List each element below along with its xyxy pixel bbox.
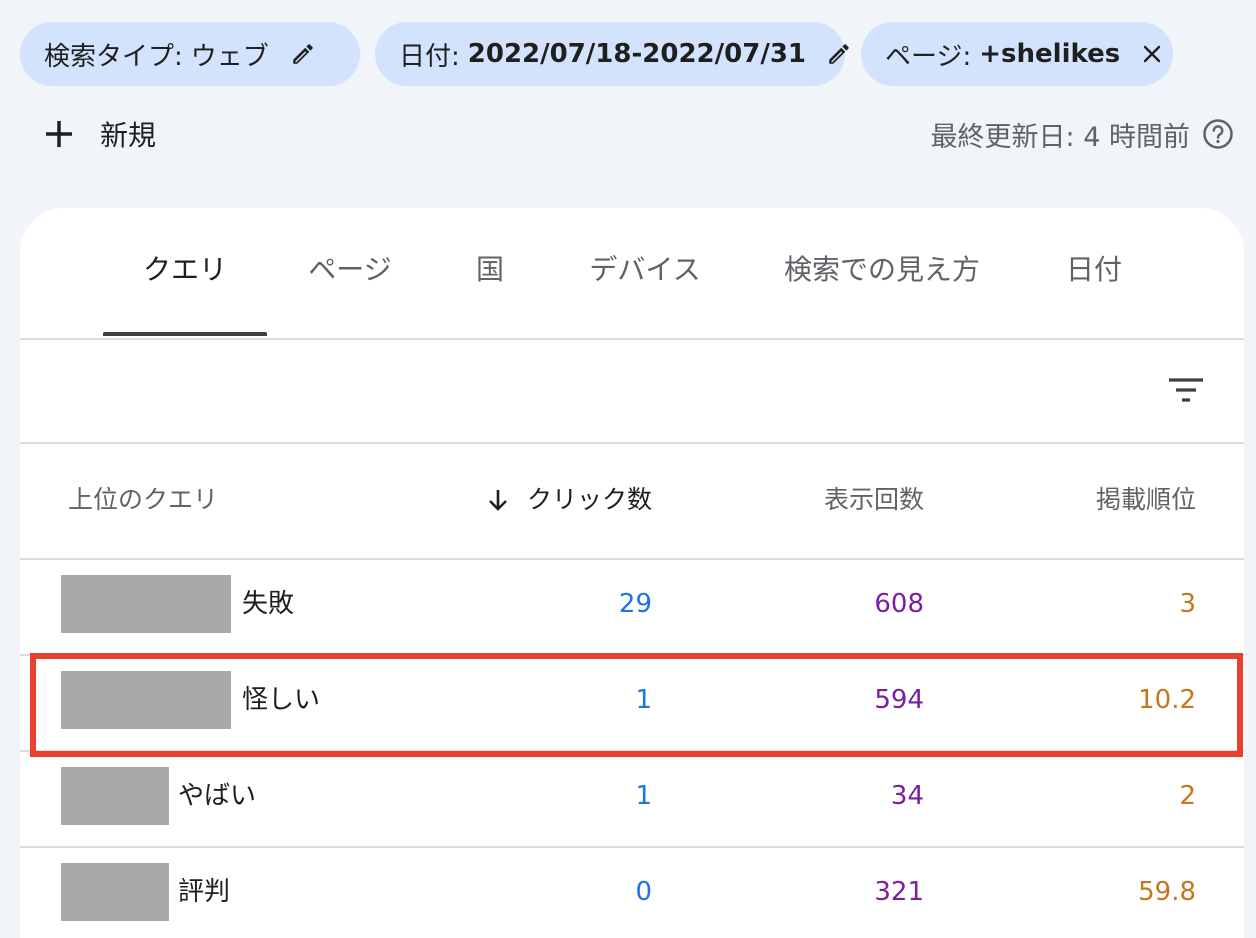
filter-icon[interactable]: [1166, 370, 1206, 410]
query-text: やばい: [178, 781, 257, 811]
impressions-value: 321: [874, 877, 924, 907]
table-row[interactable]: やばい 1 34 2: [20, 752, 1244, 848]
tab-device[interactable]: デバイス: [589, 253, 701, 286]
filter-value: +shelikes: [979, 39, 1121, 69]
column-header-clicks-label: クリック数: [526, 485, 652, 514]
column-header-impressions[interactable]: 表示回数: [823, 485, 924, 514]
close-icon[interactable]: [1140, 40, 1164, 68]
position-value: 3: [1179, 589, 1196, 619]
tab-search-appearance[interactable]: 検索での見え方: [783, 253, 980, 286]
filter-chip-search-type[interactable]: 検索タイプ: ウェブ: [20, 22, 360, 86]
filter-key: ページ:: [885, 41, 972, 72]
tab-date[interactable]: 日付: [1065, 253, 1122, 286]
query-text: 評判: [178, 877, 231, 907]
table-row[interactable]: 評判 0 321 59.8: [20, 848, 1244, 938]
help-icon[interactable]: [1202, 118, 1234, 150]
filter-chip-date[interactable]: 日付: 2022/07/18-2022/07/31: [375, 22, 849, 86]
query-text: 怪しい: [242, 685, 321, 715]
column-header-query[interactable]: 上位のクエリ: [68, 485, 219, 514]
table-toolbar: [20, 340, 1244, 444]
impressions-value: 608: [874, 589, 924, 619]
active-tab-indicator: [103, 332, 267, 336]
tab-country[interactable]: 国: [475, 253, 504, 286]
filter-value: ウェブ: [190, 41, 269, 72]
pencil-icon[interactable]: [826, 40, 852, 68]
dimension-tabs: クエリ ページ 国 デバイス 検索での見え方 日付: [20, 208, 1244, 340]
position-value: 59.8: [1138, 877, 1196, 907]
new-filter-button[interactable]: 新規: [42, 110, 156, 158]
position-value: 2: [1179, 781, 1196, 811]
redacted-block: [61, 671, 231, 729]
column-header-position[interactable]: 掲載順位: [1095, 485, 1196, 514]
position-value: 10.2: [1138, 685, 1196, 715]
last-updated-text: 最終更新日: 4 時間前: [930, 121, 1190, 153]
new-filter-label: 新規: [100, 119, 157, 152]
table-header: 上位のクエリ クリック数 表示回数 掲載順位: [20, 444, 1244, 560]
performance-card: クエリ ページ 国 デバイス 検索での見え方 日付 上位のクエリ クリック数: [20, 208, 1244, 938]
arrow-down-icon: [485, 487, 511, 513]
filter-chip-page[interactable]: ページ: +shelikes: [861, 22, 1173, 86]
redacted-block: [61, 575, 231, 633]
impressions-value: 34: [890, 781, 924, 811]
redacted-block: [61, 863, 169, 921]
last-updated: 最終更新日: 4 時間前: [931, 110, 1234, 158]
clicks-value: 1: [635, 685, 652, 715]
pencil-icon[interactable]: [289, 40, 317, 68]
filter-key: 日付:: [399, 41, 460, 72]
table-row[interactable]: 怪しい 1 594 10.2: [20, 656, 1244, 752]
redacted-block: [61, 767, 169, 825]
tab-query[interactable]: クエリ: [142, 253, 227, 286]
query-text: 失敗: [242, 589, 295, 619]
clicks-value: 29: [618, 589, 652, 619]
clicks-value: 0: [635, 877, 652, 907]
clicks-value: 1: [635, 781, 652, 811]
tab-page[interactable]: ページ: [308, 253, 392, 286]
impressions-value: 594: [874, 685, 924, 715]
plus-icon: [42, 117, 76, 151]
column-header-clicks[interactable]: クリック数: [485, 482, 652, 518]
table-row[interactable]: 失敗 29 608 3: [20, 560, 1244, 656]
filter-value: 2022/07/18-2022/07/31: [467, 39, 806, 69]
filter-key: 検索タイプ:: [44, 41, 183, 72]
